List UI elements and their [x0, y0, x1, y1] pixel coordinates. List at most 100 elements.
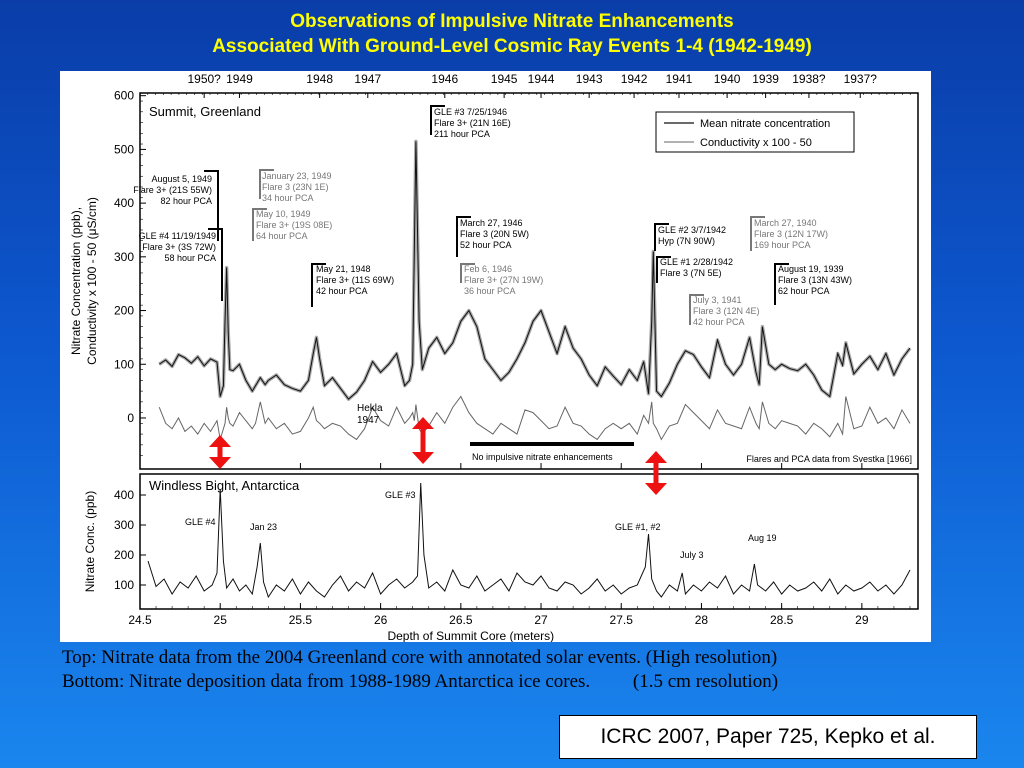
event-annotation: 82 hour PCA — [160, 196, 212, 206]
year-label: 1947 — [354, 72, 381, 86]
x-tick-label: 25 — [214, 613, 228, 627]
y-axis-label-top-1: Nitrate Concentration (ppb), — [69, 207, 83, 355]
red-marker-arrow-down — [645, 483, 667, 495]
red-marker-arrow-down — [209, 457, 231, 469]
event-bracket — [656, 256, 671, 283]
event-annotation: Flare 3+ (3S 72W) — [142, 242, 216, 252]
event-annotation: Flare 3 (23N 1E) — [262, 182, 329, 192]
legend-entry: Conductivity x 100 - 50 — [700, 137, 812, 149]
event-annotation: March 27, 1940 — [754, 218, 817, 228]
x-tick-label: 28 — [695, 613, 709, 627]
year-label: 1941 — [666, 72, 693, 86]
y-tick-label-bottom: 100 — [114, 578, 134, 592]
event-bracket — [689, 294, 704, 325]
event-bracket — [259, 169, 274, 199]
year-label: 1944 — [528, 72, 555, 86]
hekla-label: 1947 — [357, 415, 380, 426]
event-annotation: Flare 3 (20N 5W) — [460, 229, 529, 239]
x-tick-label: 28.5 — [770, 613, 794, 627]
figure-svg: 1950? 1949 1948 1947 1946 1945 1944 1943 1942 194… — [69, 72, 919, 642]
bottom-event-label: July 3 — [680, 550, 704, 560]
event-annotation: 34 hour PCA — [262, 193, 314, 203]
event-annotation: Flare 3 (13N 43W) — [778, 275, 852, 285]
event-annotation: August 19, 1939 — [778, 264, 844, 274]
year-label: 1943 — [576, 72, 603, 86]
event-annotation: 211 hour PCA — [434, 129, 490, 139]
event-annotation: March 27, 1946 — [460, 218, 523, 228]
figure-panel: 1950? 1949 1948 1947 1946 1945 1944 1943 1942 194… — [60, 71, 931, 642]
red-marker-arrow-up — [412, 417, 434, 429]
event-bracket — [456, 216, 471, 257]
event-annotation: Feb 6, 1946 — [464, 264, 512, 274]
y-tick-label-top: 100 — [114, 357, 134, 371]
y-tick-label-top: 600 — [114, 89, 134, 103]
no-impulsive-label: No impulsive nitrate enhancements — [472, 452, 613, 462]
hekla-label: Hekla — [357, 403, 383, 414]
bottom-plot-frame — [139, 473, 919, 610]
y-tick-label-top: 200 — [114, 304, 134, 318]
event-annotation: 169 hour PCA — [754, 240, 811, 250]
red-marker-arrow-down — [412, 452, 434, 464]
bottom-plot-title: Windless Bight, Antarctica — [149, 478, 300, 493]
mean-nitrate-line — [158, 141, 911, 400]
title-line-1: Observations of Impulsive Nitrate Enhanc… — [290, 11, 734, 32]
y-tick-label-bottom: 200 — [114, 548, 134, 562]
y-tick-label-bottom: 400 — [114, 488, 134, 502]
event-annotation: Flare 3 (7N 5E) — [660, 268, 722, 278]
y-axis-label-bottom: Nitrate Conc. (ppb) — [83, 491, 97, 592]
bottom-event-label: Jan 23 — [250, 522, 277, 532]
event-annotation: Flare 3 (12N 4E) — [693, 306, 760, 316]
x-tick-label: 26 — [374, 613, 388, 627]
year-label: 1949 — [226, 72, 253, 86]
y-tick-label-top: 400 — [114, 196, 134, 210]
legend-entry: Mean nitrate concentration — [700, 118, 830, 130]
event-annotation: GLE #4 11/19/1949 — [139, 231, 216, 241]
red-marker-arrow-up — [209, 435, 231, 447]
event-bracket — [774, 263, 789, 305]
event-annotation: Flare 3+ (11S 69W) — [316, 275, 394, 285]
citation-box: ICRC 2007, Paper 725, Kepko et al. — [559, 715, 977, 759]
event-annotation: GLE #2 3/7/1942 — [658, 225, 726, 235]
event-bracket — [204, 170, 219, 241]
event-annotation: 52 hour PCA — [460, 240, 512, 250]
event-annotation: GLE #1 2/28/1942 — [660, 257, 733, 267]
red-marker-arrow-up — [645, 451, 667, 463]
event-annotation: 42 hour PCA — [693, 317, 745, 327]
event-annotation: Flare 3 (12N 17W) — [754, 229, 828, 239]
event-annotation: 58 hour PCA — [164, 253, 216, 263]
caption-line-1: Top: Nitrate data from the 2004 Greenlan… — [62, 647, 778, 668]
event-annotation: Flare 3+ (21S 55W) — [133, 185, 212, 195]
event-annotation: 36 hour PCA — [464, 286, 516, 296]
bottom-event-label: GLE #4 — [185, 517, 216, 527]
year-label: 1946 — [431, 72, 458, 86]
event-annotation: Flare 3+ (27N 19W) — [464, 275, 543, 285]
event-annotation: 64 hour PCA — [256, 231, 308, 241]
x-tick-label: 26.5 — [449, 613, 473, 627]
x-axis-label: Depth of Summit Core (meters) — [387, 629, 554, 642]
x-tick-label: 29 — [855, 613, 869, 627]
year-label: 1937? — [844, 72, 878, 86]
x-tick-label: 27 — [534, 613, 548, 627]
legend-box — [655, 111, 855, 153]
title-line-2: Associated With Ground-Level Cosmic Ray … — [212, 36, 812, 57]
y-tick-label-top: 300 — [114, 250, 134, 264]
event-annotation: July 3, 1941 — [693, 295, 742, 305]
event-annotation: August 5, 1949 — [151, 174, 212, 184]
year-label: 1938? — [792, 72, 826, 86]
flare-source-label: Flares and PCA data from Svestka [1966] — [746, 454, 912, 464]
year-label: 1948 — [306, 72, 333, 86]
event-annotation: 62 hour PCA — [778, 286, 830, 296]
event-annotation: Flare 3+ (21N 16E) — [434, 118, 511, 128]
bottom-event-label: GLE #3 — [385, 490, 416, 500]
y-tick-label-top: 0 — [127, 411, 134, 425]
event-bracket — [208, 228, 223, 301]
year-label: 1942 — [621, 72, 648, 86]
event-bracket — [430, 105, 445, 135]
antarctica-nitrate-line — [147, 482, 911, 599]
conductivity-line — [158, 395, 911, 441]
bottom-event-label: Aug 19 — [748, 533, 777, 543]
y-axis-label-top-2: Conductivity x 100 - 50 (μS/cm) — [85, 197, 99, 365]
event-annotation: Flare 3+ (19S 08E) — [256, 220, 332, 230]
y-tick-label-bottom: 300 — [114, 518, 134, 532]
bottom-event-label: GLE #1, #2 — [615, 522, 661, 532]
